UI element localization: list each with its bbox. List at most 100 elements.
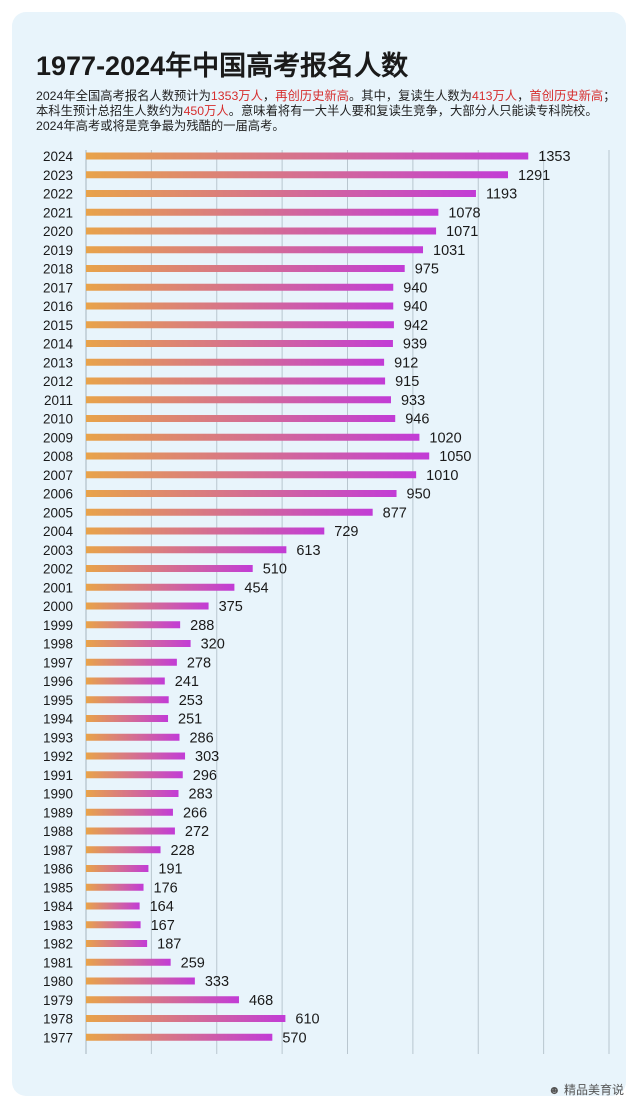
bar [86,171,508,179]
bar [86,621,181,629]
tick-label: 2024 [43,149,74,164]
tick-label: 1998 [43,637,73,652]
data-label: 286 [189,730,213,746]
bar [86,1033,273,1041]
bar [86,321,394,329]
bar [86,490,397,497]
bar [86,902,140,910]
tick-label: 2012 [43,374,73,389]
bar [86,977,195,985]
data-label: 167 [151,918,175,934]
data-label: 228 [171,843,195,859]
data-label: 1078 [448,205,480,221]
bar [86,1015,286,1022]
tick-label: 1987 [43,843,73,858]
data-label: 320 [201,637,225,653]
description-part: 2024年全国高考报名人数预计为 [36,89,211,103]
tick-label: 2015 [43,318,73,333]
watermark: ☻ 精品美育说 [548,1081,624,1098]
tick-label: 2004 [43,524,74,539]
data-label: 272 [185,824,209,840]
data-label: 468 [249,993,273,1009]
tick-label: 1986 [43,862,73,877]
tick-label: 2007 [43,468,73,483]
data-label: 613 [296,543,320,559]
bar [86,790,179,797]
tick-label: 2009 [43,430,73,445]
data-label: 942 [404,318,428,334]
bar [86,565,253,572]
tick-label: 2021 [43,205,73,220]
bar [86,940,148,947]
data-label: 912 [394,355,418,371]
watermark-icon: ☻ [548,1083,561,1097]
data-label: 241 [175,674,199,690]
bar [86,358,385,366]
tick-label: 1997 [43,655,73,670]
tick-label: 2001 [43,580,73,595]
description-part: 450万人 [183,104,229,118]
data-label: 1193 [486,187,517,203]
data-label: 877 [383,505,407,521]
tick-label: 2017 [43,280,73,295]
bar [86,827,175,835]
bar [86,771,183,779]
data-label: 946 [405,412,429,428]
description-part: 1353万人 [210,89,263,103]
tick-label: 1994 [43,712,74,727]
tick-label: 2014 [43,337,74,352]
tick-label: 2023 [43,168,73,183]
description-part: 。其中，复读生人数为 [348,89,472,103]
bar [86,396,391,404]
data-label: 375 [219,599,243,615]
bar [86,471,417,479]
tick-label: 2013 [43,355,73,370]
data-label: 303 [195,749,219,765]
description-part: 413万人 [471,89,518,103]
data-label: 253 [179,693,203,709]
bar [86,227,437,235]
bar [86,846,161,854]
data-label: 933 [401,393,425,409]
description-part: ；本科生预计总招生人数约为 [36,89,616,118]
bar [86,583,235,591]
bar [86,996,239,1004]
tick-label: 1992 [43,749,73,764]
watermark-text: 精品美育说 [563,1083,624,1097]
data-label: 176 [154,880,178,896]
tick-label: 1985 [43,880,73,895]
tick-label: 1978 [43,1012,73,1027]
tick-label: 2020 [43,224,73,239]
bar [86,377,386,385]
tick-label: 2005 [43,505,73,520]
data-label: 454 [244,580,268,596]
tick-label: 1999 [43,618,73,633]
description-part: 首创历史新高 [529,89,604,103]
bar [86,152,529,160]
data-label: 1291 [518,168,550,184]
tick-label: 1990 [43,787,73,802]
bar [86,865,149,872]
tick-label: 1982 [43,937,73,952]
tick-label: 1983 [43,918,73,933]
bar [86,208,439,216]
data-label: 940 [403,299,427,315]
data-label: 187 [157,937,181,953]
data-label: 288 [190,618,214,634]
bar [86,265,405,272]
data-label: 1020 [429,430,461,446]
bar [86,246,424,254]
tick-label: 2006 [43,487,73,502]
bar [86,452,430,460]
page-title: 1977-2024年中国高考报名人数 [36,51,409,81]
tick-label: 2011 [44,393,73,408]
data-label: 333 [205,974,229,990]
bar [86,658,177,666]
data-label: 164 [150,899,174,915]
bar [86,808,173,816]
bar [86,415,396,422]
tick-label: 1993 [43,730,73,745]
tick-label: 1984 [43,899,74,914]
data-label: 259 [181,955,205,971]
